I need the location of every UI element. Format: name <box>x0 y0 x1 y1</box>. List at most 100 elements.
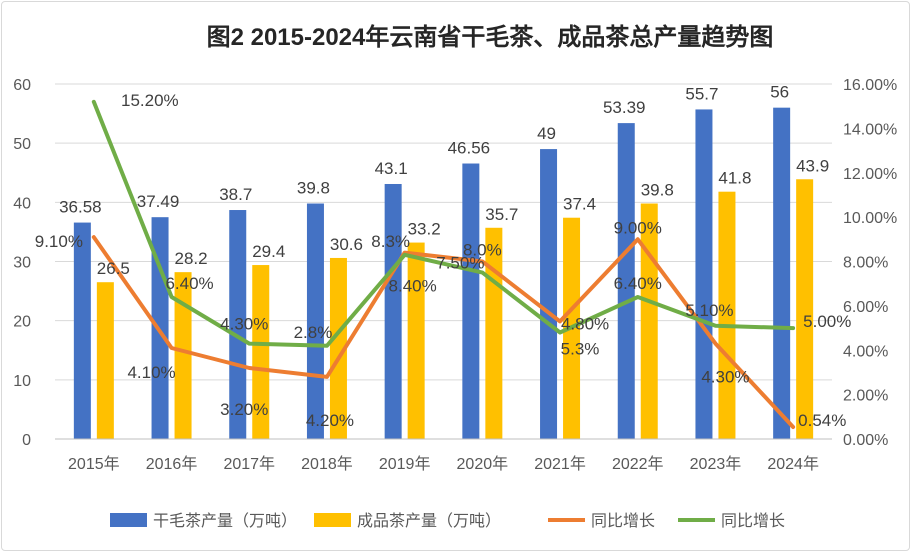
bar-data-label: 35.7 <box>485 205 518 224</box>
line-data-label: 4.20% <box>306 411 354 430</box>
y-right-tick-label: 16.00% <box>843 77 897 94</box>
bar <box>695 109 713 440</box>
y-left-tick-label: 0 <box>22 432 31 449</box>
line-data-label: 5.3% <box>561 340 600 359</box>
bar-data-label: 43.1 <box>375 159 408 178</box>
line-data-label: 5.10% <box>685 301 733 320</box>
bar-data-label: 37.4 <box>563 195 596 214</box>
series-line <box>91 99 796 348</box>
bar-data-label: 56 <box>770 83 789 102</box>
y-left-tick-label: 50 <box>13 136 31 153</box>
bar-data-label: 26.5 <box>97 259 130 278</box>
bar-data-label: 39.8 <box>641 181 674 200</box>
bar <box>252 265 270 439</box>
bar <box>306 203 324 439</box>
legend-label: 同比增长 <box>721 512 785 530</box>
bar-data-label: 41.8 <box>718 169 751 188</box>
bar <box>174 272 192 439</box>
y-axis-right: 0.00% 2.00% 4.00% 6.00% 8.00% 10.00% 12.00% 14.… <box>843 77 897 449</box>
bar-data-label: 36.58 <box>59 198 102 217</box>
bar <box>462 163 480 439</box>
line-data-label: 7.50% <box>436 254 484 273</box>
bar-data-label: 33.2 <box>408 220 441 239</box>
bar-data-label: 53.39 <box>603 98 646 117</box>
y-right-tick-label: 4.00% <box>843 343 888 360</box>
bar <box>796 179 814 439</box>
bar <box>773 107 791 440</box>
legend-swatch <box>314 513 351 527</box>
bar-data-label: 37.49 <box>137 192 180 211</box>
x-axis: 2015年 2016年 2017年 2018年 2019年 2020年 2021年 2022年… <box>55 438 832 473</box>
line-data-label: 9.10% <box>35 232 83 251</box>
line-data-label: 8.3% <box>371 232 410 251</box>
legend-label: 成品茶产量（万吨） <box>357 512 501 530</box>
x-tick-label: 2020年 <box>457 455 509 473</box>
line-series <box>91 99 796 429</box>
bar <box>96 282 114 439</box>
legend-label: 同比增长 <box>591 512 655 530</box>
bar-data-label: 29.4 <box>252 242 285 261</box>
series-line <box>91 235 796 429</box>
bar-data-label: 39.8 <box>297 179 330 198</box>
x-tick-label: 2016年 <box>146 455 198 473</box>
y-right-tick-label: 6.00% <box>843 299 888 316</box>
x-tick-label: 2022年 <box>612 455 664 473</box>
x-tick-label: 2017年 <box>223 455 275 473</box>
bar-data-label: 28.2 <box>175 249 208 268</box>
y-right-tick-label: 10.00% <box>843 210 897 227</box>
bar-data-label: 30.6 <box>330 235 363 254</box>
bar-data-label: 49 <box>537 124 556 143</box>
y-left-tick-label: 60 <box>13 77 31 94</box>
line-data-label: 9.00% <box>614 218 662 237</box>
y-left-tick-label: 30 <box>13 255 31 272</box>
legend-swatch <box>110 513 147 527</box>
y-right-tick-label: 0.00% <box>843 432 888 449</box>
x-tick-label: 2018年 <box>301 455 353 473</box>
bar-data-label: 46.56 <box>448 139 491 158</box>
y-left-tick-label: 40 <box>13 195 31 212</box>
line-data-label: 15.20% <box>121 91 179 110</box>
line-data-label: 4.30% <box>220 315 268 334</box>
bar <box>329 257 347 439</box>
line-data-label: 4.80% <box>561 314 609 333</box>
bar-data-label: 38.7 <box>219 185 252 204</box>
x-tick-label: 2023年 <box>690 455 742 473</box>
y-left-tick-label: 20 <box>13 314 31 331</box>
bar <box>718 191 736 439</box>
legend: 干毛茶产量（万吨） 成品茶产量（万吨） 同比增长 同比增长 <box>110 512 785 530</box>
line-data-label: 2.8% <box>294 323 333 342</box>
x-tick-label: 2015年 <box>68 455 120 473</box>
bar <box>617 123 635 440</box>
bar-data-label: 43.9 <box>796 156 829 175</box>
x-tick-label: 2019年 <box>379 455 431 473</box>
line-data-label: 8.40% <box>389 277 437 296</box>
line-data-label: 6.40% <box>165 274 213 293</box>
line-data-label: 6.40% <box>614 274 662 293</box>
line-data-label: 3.20% <box>220 400 268 419</box>
bar <box>640 203 658 439</box>
bar <box>540 149 558 440</box>
chart-title: 图2 2015-2024年云南省干毛茶、成品茶总产量趋势图 <box>207 23 774 51</box>
bar <box>407 242 425 439</box>
legend-label: 干毛茶产量（万吨） <box>153 512 297 530</box>
bar <box>229 210 247 439</box>
x-tick-label: 2024年 <box>767 455 819 473</box>
bar <box>384 183 402 439</box>
bar <box>73 222 91 439</box>
line-data-label: 8.0% <box>463 241 502 260</box>
line-data-label: 4.10% <box>127 363 175 382</box>
data-labels: 36.58 37.49 38.7 39.8 43.1 46.56 49 53.39 55.7 56… <box>35 83 852 430</box>
y-right-tick-label: 8.00% <box>843 255 888 272</box>
line-data-label: 5.00% <box>803 312 851 331</box>
line-data-label: 0.54% <box>798 411 846 430</box>
y-right-tick-label: 14.00% <box>843 121 897 138</box>
line-data-label: 4.30% <box>701 368 749 387</box>
y-left-tick-label: 10 <box>13 373 31 390</box>
y-right-tick-label: 12.00% <box>843 166 897 183</box>
bar-data-label: 55.7 <box>685 84 718 103</box>
x-tick-label: 2021年 <box>534 455 586 473</box>
y-axis-left: 0 10 20 30 40 50 60 <box>13 77 31 449</box>
bar-series <box>73 107 814 440</box>
y-right-tick-label: 2.00% <box>843 388 888 405</box>
